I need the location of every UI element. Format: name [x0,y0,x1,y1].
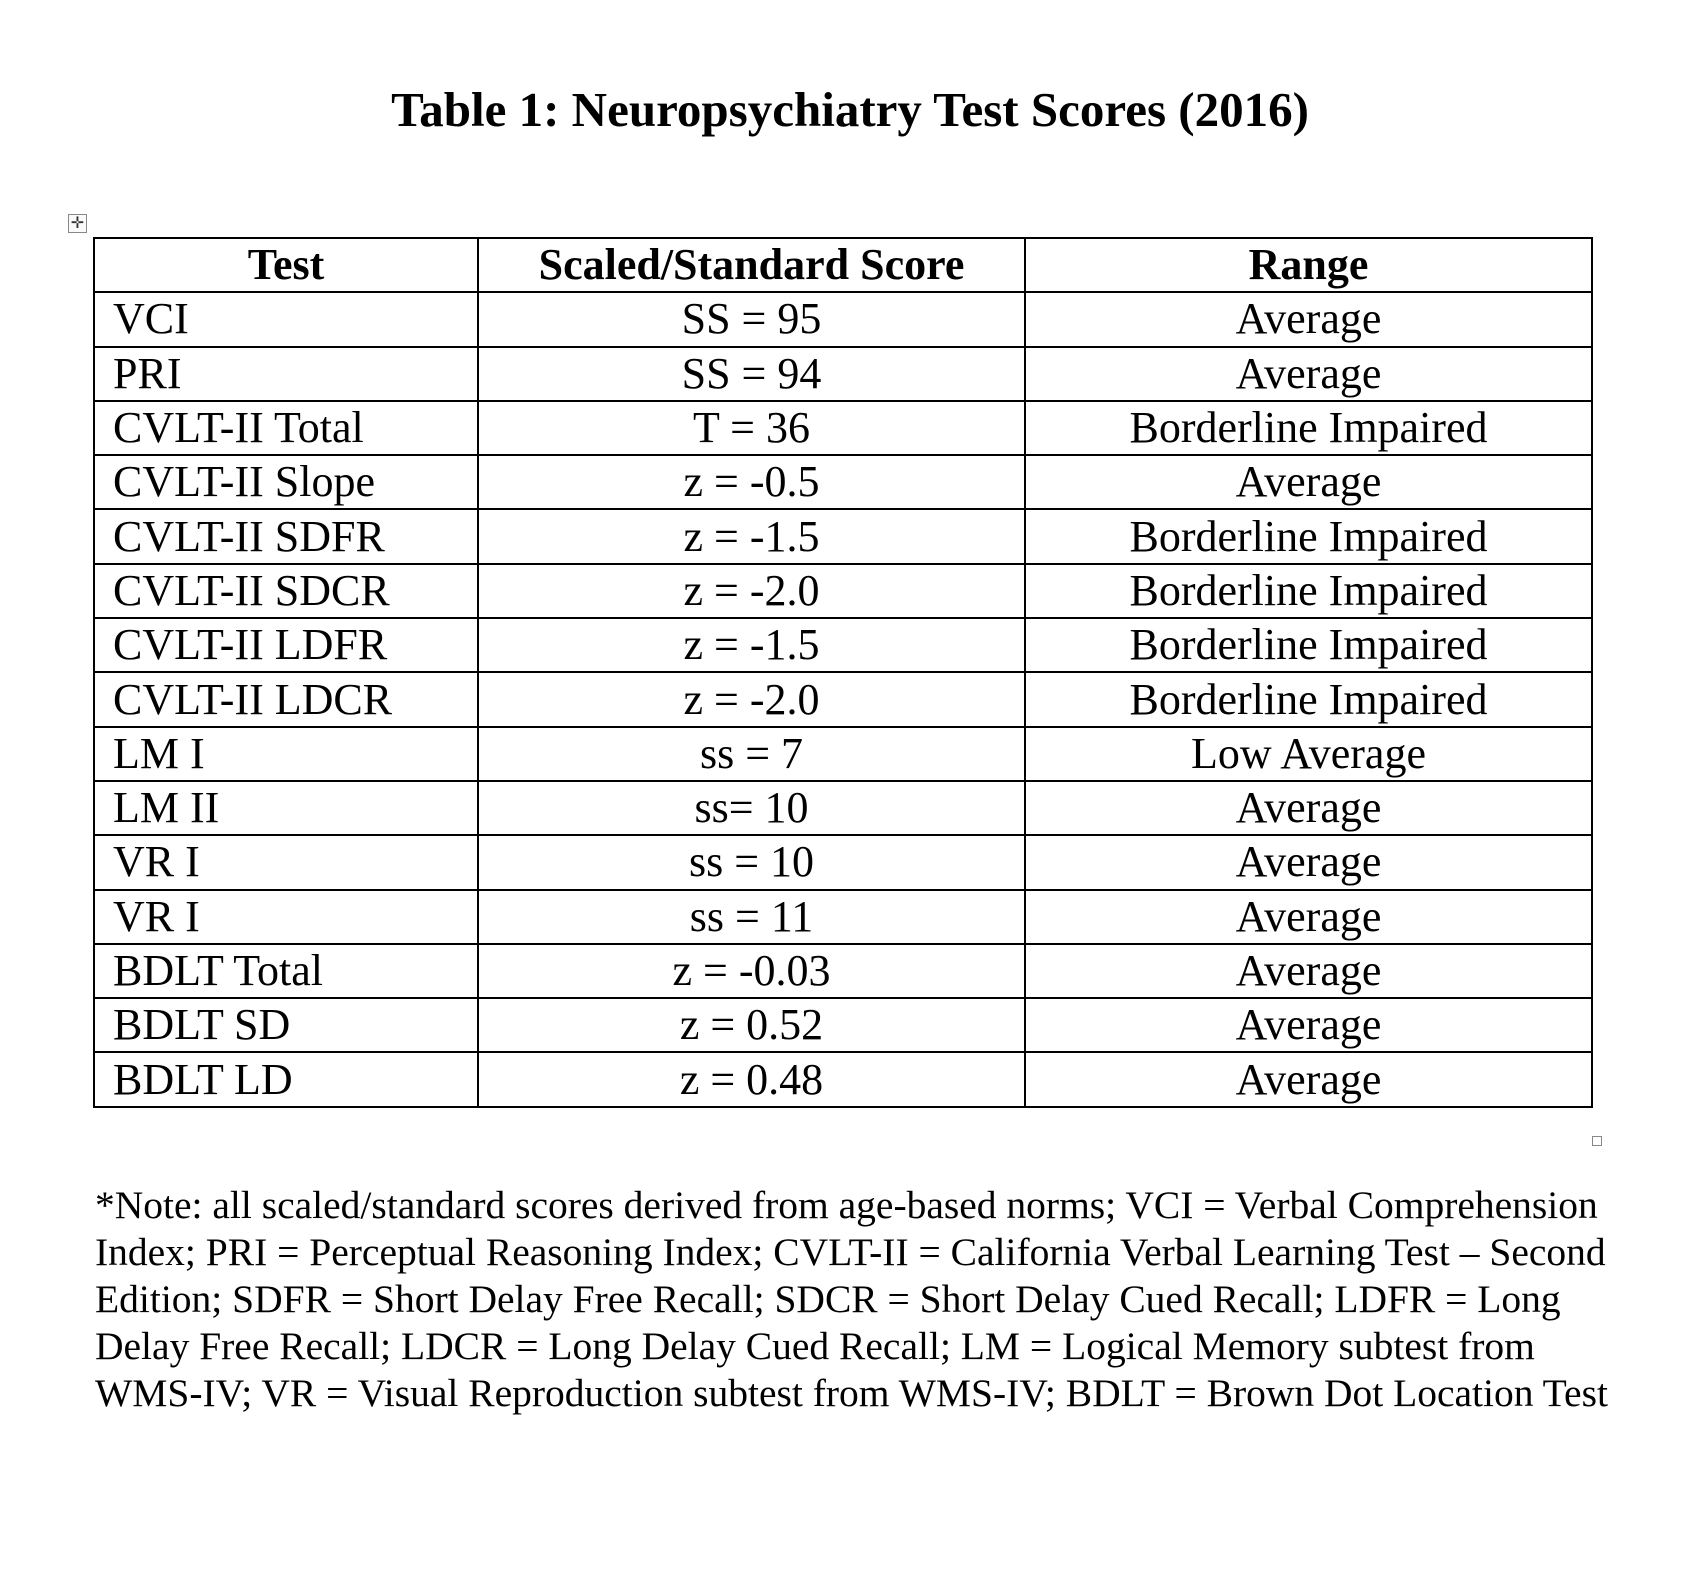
note-line: Delay Free Recall; LDCR = Long Delay Cue… [95,1324,1535,1368]
note-line: Edition; SDFR = Short Delay Free Recall;… [95,1277,1561,1321]
table-row: PRI SS = 94 Average [93,345,1593,402]
cell-test: CVLT-II Slope [93,454,479,511]
table-note: *Note: all scaled/standard scores derive… [95,1182,1608,1417]
cell-test: BDLT LD [93,1051,479,1108]
cell-range: Average [1024,454,1593,511]
cell-range: Low Average [1024,725,1593,782]
table-row: VCI SS = 95 Average [93,291,1593,348]
table-row: BDLT LD z = 0.48 Average [93,1051,1593,1108]
cell-test: CVLT-II Total [93,399,479,457]
cell-range: Average [1024,942,1593,1000]
cell-score: z = -0.03 [477,942,1026,1000]
cell-range: Borderline Impaired [1024,399,1593,457]
cell-score: SS = 94 [477,345,1026,402]
cell-score: z = -2.0 [477,562,1026,620]
cell-range: Average [1024,779,1593,837]
cell-range: Average [1024,345,1593,402]
cell-range: Borderline Impaired [1024,562,1593,620]
cell-score: z = -1.5 [477,617,1026,674]
cell-test: BDLT Total [93,942,479,1000]
table-row: BDLT SD z = 0.52 Average [93,997,1593,1054]
cell-range: Borderline Impaired [1024,508,1593,565]
cell-range: Average [1024,291,1593,348]
cell-range: Average [1024,1051,1593,1108]
note-line: WMS-IV; VR = Visual Reproduction subtest… [95,1371,1608,1415]
table-move-icon[interactable]: ✛ [68,214,87,233]
table-header-row: Test Scaled/Standard Score Range [93,236,1593,294]
header-test: Test [93,236,479,294]
table-row: CVLT-II Total T = 36 Borderline Impaired [93,399,1593,457]
table-row: LM II ss= 10 Average [93,779,1593,837]
table-title: Table 1: Neuropsychiatry Test Scores (20… [391,82,1309,137]
table-row: CVLT-II Slope z = -0.5 Average [93,454,1593,511]
cell-test: VR I [93,888,479,945]
cell-test: CVLT-II SDCR [93,562,479,620]
table-row: CVLT-II LDFR z = -1.5 Borderline Impaired [93,617,1593,674]
cell-test: CVLT-II LDCR [93,671,479,728]
cell-score: z = -2.0 [477,671,1026,728]
cell-score: ss = 7 [477,725,1026,782]
cell-test: BDLT SD [93,997,479,1054]
cell-test: PRI [93,345,479,402]
note-line: Index; PRI = Perceptual Reasoning Index;… [95,1230,1606,1274]
note-line: *Note: all scaled/standard scores derive… [95,1183,1598,1227]
cell-score: ss= 10 [477,779,1026,837]
cell-range: Borderline Impaired [1024,671,1593,728]
cell-score: z = 0.52 [477,997,1026,1054]
cell-score: z = -0.5 [477,454,1026,511]
table-row: CVLT-II SDFR z = -1.5 Borderline Impaired [93,508,1593,565]
cell-score: T = 36 [477,399,1026,457]
cell-score: z = 0.48 [477,1051,1026,1108]
cell-score: ss = 10 [477,834,1026,891]
header-score: Scaled/Standard Score [477,236,1026,294]
table-resize-icon[interactable] [1592,1136,1602,1146]
scores-table: Test Scaled/Standard Score Range VCI SS =… [93,236,1593,1108]
table-row: BDLT Total z = -0.03 Average [93,942,1593,1000]
cell-range: Average [1024,888,1593,945]
cell-score: SS = 95 [477,291,1026,348]
cell-score: z = -1.5 [477,508,1026,565]
cell-test: CVLT-II SDFR [93,508,479,565]
cell-test: CVLT-II LDFR [93,617,479,674]
cell-test: LM I [93,725,479,782]
cell-range: Borderline Impaired [1024,617,1593,674]
cell-range: Average [1024,834,1593,891]
header-range: Range [1024,236,1593,294]
cell-test: VR I [93,834,479,891]
cell-test: VCI [93,291,479,348]
table-row: CVLT-II SDCR z = -2.0 Borderline Impaired [93,562,1593,620]
cell-range: Average [1024,997,1593,1054]
table-row: CVLT-II LDCR z = -2.0 Borderline Impaired [93,671,1593,728]
cell-test: LM II [93,779,479,837]
cell-score: ss = 11 [477,888,1026,945]
